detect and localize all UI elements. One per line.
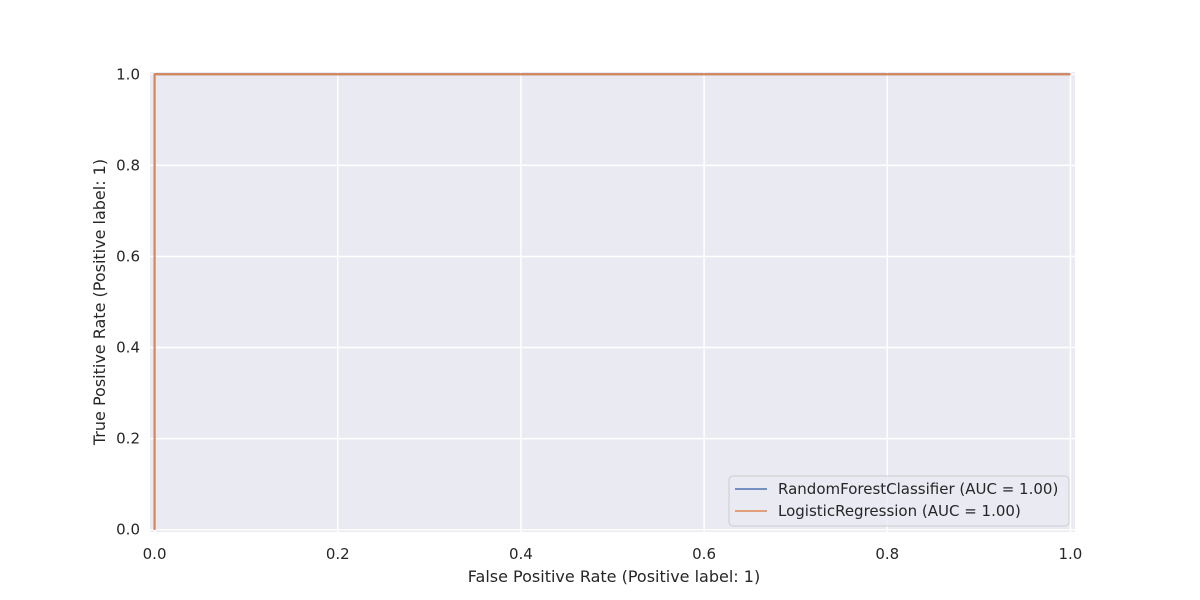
y-axis-label: True Positive Rate (Positive label: 1) — [90, 159, 109, 446]
series-lines — [153, 73, 1071, 530]
x-tick-label: 0.0 — [143, 545, 167, 563]
y-tick-label: 0.4 — [116, 339, 140, 357]
x-tick-label: 0.6 — [692, 545, 716, 563]
legend-label-logistic-regression: LogisticRegression (AUC = 1.00) — [778, 502, 1021, 520]
y-tick-labels: 0.0 0.2 0.4 0.6 0.8 1.0 — [116, 65, 140, 538]
y-tick-label: 0.8 — [116, 156, 140, 174]
y-tick-label: 0.2 — [116, 430, 140, 448]
y-tick-label: 1.0 — [116, 65, 140, 83]
series-line-logistic-regression — [153, 73, 1071, 530]
x-tick-labels: 0.0 0.2 0.4 0.6 0.8 1.0 — [143, 545, 1083, 563]
legend-label-random-forest: RandomForestClassifier (AUC = 1.00) — [778, 480, 1058, 498]
x-tick-label: 0.8 — [875, 545, 899, 563]
plot-area — [150, 72, 1075, 532]
y-tick-label: 0.6 — [116, 247, 140, 265]
x-axis-label: False Positive Rate (Positive label: 1) — [468, 567, 760, 586]
legend-box — [728, 475, 1070, 527]
x-tick-label: 0.4 — [509, 545, 533, 563]
x-tick-label: 1.0 — [1058, 545, 1082, 563]
legend: RandomForestClassifier (AUC = 1.00) Logi… — [728, 475, 1070, 527]
x-tick-label: 0.2 — [326, 545, 350, 563]
y-tick-label: 0.0 — [116, 521, 140, 539]
